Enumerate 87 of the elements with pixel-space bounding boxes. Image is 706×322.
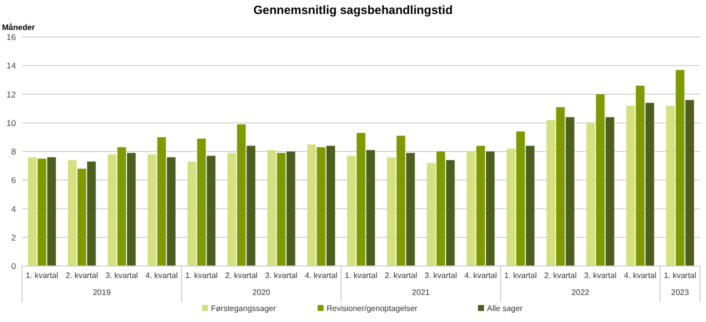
x-tick-label: 1. kvartal [664,271,697,280]
bar [586,122,595,266]
y-tick-label: 14 [6,60,16,71]
text: 2021 [412,288,430,297]
bar [486,152,495,266]
x-tick-label: 2. kvartal [225,271,258,280]
bar [436,152,446,266]
bar [47,157,56,266]
bar [148,154,156,266]
y-tick-label: 4 [11,204,16,214]
bar [546,120,556,266]
bar [516,131,525,266]
x-tick-label: 4. kvartal [464,271,498,280]
text: 2023 [671,288,690,297]
x-tick-label: 4. kvartal [304,271,338,280]
x-tick-label: 4. kvartal [145,271,178,280]
bar [166,157,176,266]
bar [276,152,286,266]
y-tick-label: 16 [6,32,16,42]
y-tick-label: 2 [11,232,16,242]
x-tick-label: 3. kvartal [265,271,298,280]
bar [645,102,654,266]
bar [626,106,635,266]
bar [38,158,46,266]
bar [636,86,645,266]
x-tick-label: 1. kvartal [344,271,378,280]
y-axis-title: Måneder [2,23,35,32]
bar [396,136,406,266]
bar [127,152,136,266]
bar [117,147,126,266]
x-tick-label: 1. kvartal [504,271,537,280]
bar [267,150,276,266]
bar [596,94,605,266]
x-tick-label: 2. kvartal [544,271,577,280]
bar [676,70,684,266]
bar [506,148,516,266]
y-tick-label: 0 [11,261,16,271]
bar [446,160,455,266]
text: 2020 [252,288,271,297]
bar [68,160,77,266]
bar [406,152,415,266]
bar [206,156,216,266]
bar [556,107,565,266]
bar [286,152,296,266]
bar [188,162,196,266]
y-tick-label: 12 [6,89,16,100]
bar [307,144,316,266]
x-tick-label: 2. kvartal [384,271,418,280]
bar [366,150,375,266]
x-tick-label: 1. kvartal [26,271,58,280]
x-tick-label: 3. kvartal [424,271,458,280]
bar [476,146,485,266]
bar [237,124,246,266]
bar [227,152,236,266]
bar [197,138,206,266]
x-tick-label: 4. kvartal [624,271,657,280]
x-tick-label: 2. kvartal [66,271,98,280]
bar [28,157,37,266]
bar [108,154,116,266]
x-tick-label: 1. kvartal [185,271,218,280]
bar [466,152,476,266]
bar [316,147,326,266]
x-tick-label: 3. kvartal [584,271,617,280]
y-tick-label: 8 [11,146,16,156]
bar [526,146,534,266]
x-tick-label: 3. kvartal [105,271,138,280]
bar [426,162,436,266]
bar [356,132,366,266]
bar [386,157,396,266]
bar [685,100,694,266]
legend-label: Revisioner/genoptagelser [326,304,418,313]
legend-label: Alle sager [487,304,523,313]
bar [326,146,336,266]
bar [77,168,86,266]
bar [87,162,96,266]
bar [347,156,356,266]
bar [246,146,256,266]
bar [566,117,574,266]
bar [157,137,166,266]
text: 2022 [571,288,590,297]
bar [606,117,614,266]
y-tick-label: 10 [6,118,16,128]
chart-title: Gennemsnitlig sagsbehandlingstid [253,3,453,17]
text: 2019 [92,288,112,297]
bar [666,106,675,266]
legend-label: Førstegangssager [211,304,276,313]
y-tick-label: 6 [11,175,16,186]
